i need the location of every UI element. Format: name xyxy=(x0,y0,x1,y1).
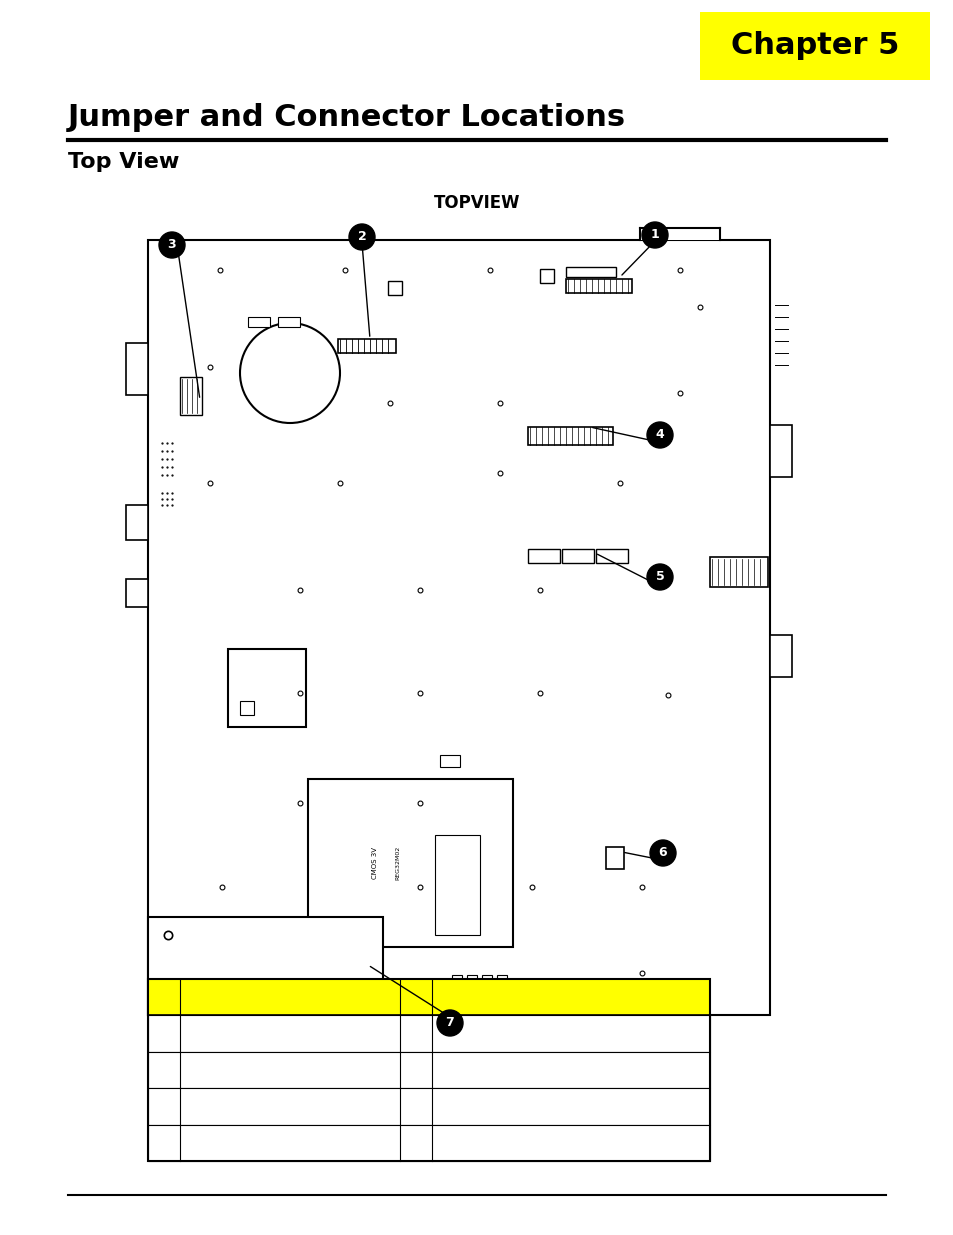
Bar xyxy=(605,847,623,869)
Text: 7: 7 xyxy=(445,1016,454,1030)
Bar xyxy=(497,974,506,983)
Circle shape xyxy=(649,840,676,866)
Bar xyxy=(769,425,791,477)
Bar xyxy=(565,267,616,277)
Bar xyxy=(126,505,148,540)
Bar xyxy=(345,958,367,969)
Bar xyxy=(228,650,306,727)
Bar xyxy=(640,227,719,240)
Circle shape xyxy=(641,222,667,248)
Bar xyxy=(308,779,513,947)
Bar xyxy=(527,550,559,563)
Bar xyxy=(527,427,613,445)
Bar xyxy=(700,12,929,80)
Circle shape xyxy=(349,224,375,249)
Bar xyxy=(452,974,461,983)
Bar xyxy=(337,338,395,353)
Bar xyxy=(596,550,627,563)
Text: 6: 6 xyxy=(658,846,666,860)
Text: 3: 3 xyxy=(168,238,176,252)
Bar xyxy=(148,240,769,1015)
Bar xyxy=(126,343,148,395)
Bar xyxy=(709,557,767,587)
Text: 2: 2 xyxy=(357,231,366,243)
Text: CMOS 3V: CMOS 3V xyxy=(372,847,377,879)
Text: Jumper and Connector Locations: Jumper and Connector Locations xyxy=(68,103,625,131)
Bar xyxy=(435,835,479,935)
Text: 5: 5 xyxy=(655,571,663,583)
Bar xyxy=(148,1125,709,1161)
Bar xyxy=(769,635,791,677)
Bar xyxy=(439,755,459,767)
Bar xyxy=(148,979,709,1161)
Bar xyxy=(277,317,299,327)
Circle shape xyxy=(159,232,185,258)
Circle shape xyxy=(646,422,672,448)
Bar xyxy=(561,550,594,563)
Bar xyxy=(467,974,476,983)
Bar xyxy=(180,377,202,415)
Text: Chapter 5: Chapter 5 xyxy=(730,32,899,61)
Bar xyxy=(565,279,631,293)
Bar xyxy=(148,1052,709,1088)
Text: 4: 4 xyxy=(655,429,663,441)
Bar xyxy=(240,701,253,715)
Text: TOPVIEW: TOPVIEW xyxy=(434,194,519,212)
Text: REG32M02: REG32M02 xyxy=(395,846,400,881)
Bar xyxy=(388,282,401,295)
Text: 1: 1 xyxy=(650,228,659,242)
Bar xyxy=(148,918,382,1015)
Bar xyxy=(481,974,492,983)
Circle shape xyxy=(436,1010,462,1036)
Bar xyxy=(248,317,270,327)
Bar xyxy=(148,1088,709,1125)
Circle shape xyxy=(240,324,339,424)
Bar xyxy=(148,1015,709,1052)
Bar xyxy=(126,579,148,606)
Bar xyxy=(539,269,554,283)
Text: Top View: Top View xyxy=(68,152,179,172)
Circle shape xyxy=(646,564,672,590)
Bar xyxy=(148,979,709,1015)
